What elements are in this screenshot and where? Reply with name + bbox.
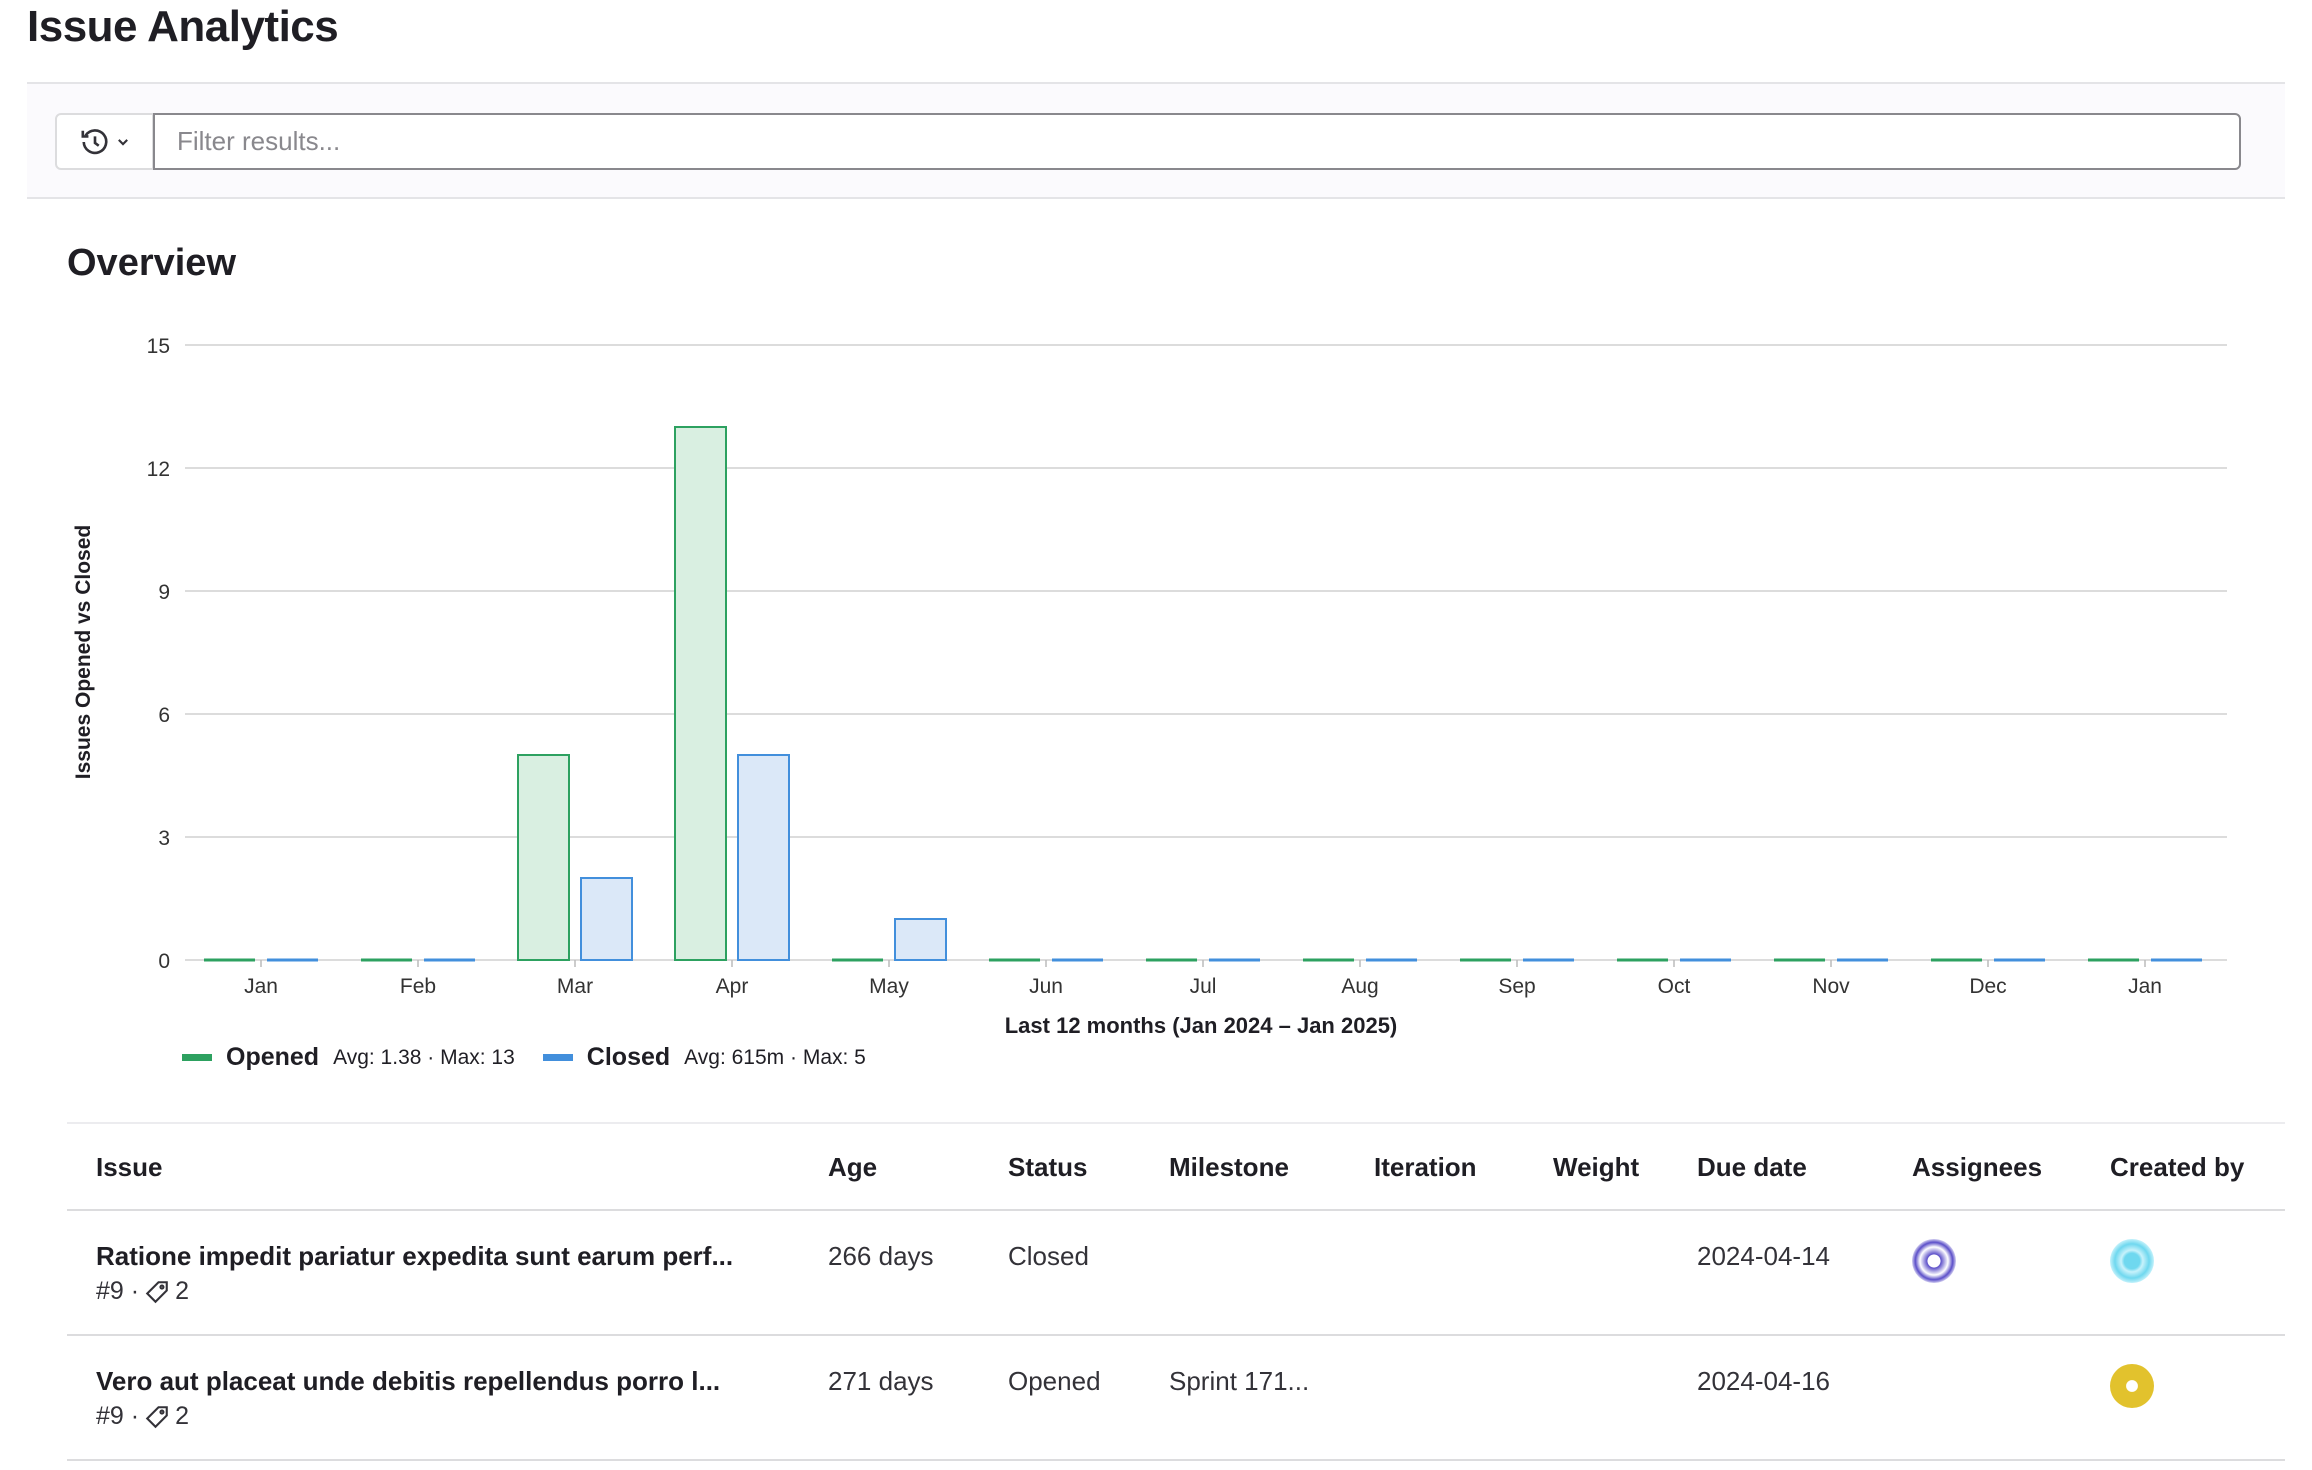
label-icon	[145, 1280, 168, 1303]
y-tick-label: 0	[158, 950, 170, 973]
bar-closed	[737, 754, 790, 961]
x-tick-label: Jan	[2128, 975, 2162, 998]
bar-closed	[894, 918, 947, 961]
milestone: Sprint 171...	[1169, 1366, 1310, 1396]
overview-heading: Overview	[67, 242, 236, 284]
legend-swatch-closed	[542, 1054, 573, 1061]
x-tick-label: Sep	[1498, 975, 1535, 998]
status: Opened	[1008, 1366, 1101, 1396]
legend-name[interactable]: Opened	[226, 1043, 320, 1071]
x-tick-label: Feb	[400, 975, 436, 998]
col-issue: Issue	[96, 1152, 163, 1182]
legend-swatch-opened	[182, 1054, 212, 1061]
x-tick-label: Jul	[1190, 975, 1217, 998]
y-tick-label: 12	[147, 458, 170, 481]
legend-stats: Avg: 1.38 · Max: 13	[333, 1045, 515, 1069]
bar-opened	[674, 426, 727, 961]
col-age: Age	[828, 1152, 878, 1182]
col-assignees: Assignees	[1912, 1152, 2043, 1182]
y-tick-label: 9	[158, 581, 170, 604]
bar-closed	[580, 877, 633, 961]
label-count: 2	[175, 1277, 189, 1305]
label-icon	[145, 1405, 168, 1428]
table-row: Ratione impedit pariatur expedita sunt e…	[67, 1211, 2285, 1336]
chart-legend: Opened Avg: 1.38 · Max: 13 Closed Avg: 6…	[182, 1043, 894, 1072]
bar-opened	[517, 754, 570, 961]
issue-ref: #9 ·	[96, 1277, 140, 1305]
x-tick-label: Mar	[557, 975, 593, 998]
author-avatar[interactable]	[2110, 1239, 2154, 1283]
age: 266 days	[828, 1241, 934, 1271]
col-status: Status	[1008, 1152, 1088, 1182]
author-avatar[interactable]	[2110, 1364, 2154, 1408]
issue-title-link[interactable]: Ratione impedit pariatur expedita sunt e…	[96, 1241, 734, 1271]
age: 271 days	[828, 1366, 934, 1396]
col-iteration: Iteration	[1374, 1152, 1477, 1182]
x-tick-label: Jun	[1029, 975, 1063, 998]
assignee-avatar[interactable]	[1912, 1239, 1956, 1283]
col-created-by: Created by	[2110, 1152, 2245, 1182]
table-header: Issue Age Status Milestone Iteration Wei…	[67, 1124, 2285, 1211]
issue-title-link[interactable]: Vero aut placeat unde debitis repellendu…	[96, 1366, 721, 1396]
x-tick-label: Apr	[716, 975, 749, 998]
y-axis-title: Issues Opened vs Closed	[72, 525, 95, 779]
due-date: 2024-04-14	[1697, 1241, 1830, 1271]
table-row: Vero aut placeat unde debitis repellendu…	[67, 1336, 2285, 1461]
x-tick-label: Jan	[244, 975, 278, 998]
issues-table: Issue Age Status Milestone Iteration Wei…	[67, 1122, 2285, 1461]
history-icon	[81, 128, 108, 154]
y-tick-label: 6	[158, 704, 170, 727]
filter-input[interactable]	[153, 113, 2241, 170]
legend-name[interactable]: Closed	[586, 1043, 671, 1071]
recent-searches-button[interactable]	[55, 113, 154, 170]
y-tick-label: 15	[147, 335, 170, 358]
x-tick-label: Oct	[1658, 975, 1691, 998]
due-date: 2024-04-16	[1697, 1366, 1830, 1396]
col-milestone: Milestone	[1169, 1152, 1289, 1182]
chevron-down-icon	[117, 138, 128, 146]
col-weight: Weight	[1553, 1152, 1640, 1182]
page-title: Issue Analytics	[27, 2, 339, 51]
col-due-date: Due date	[1697, 1152, 1807, 1182]
x-tick-label: May	[869, 975, 909, 998]
x-tick-label: Dec	[1969, 975, 2006, 998]
label-count: 2	[175, 1402, 189, 1430]
x-tick-label: Aug	[1341, 975, 1378, 998]
issues-chart: 0 3 6 9 12 15 Jan Feb Mar Apr May Jun Jul Aug Sep Oct No…	[72, 335, 2227, 1038]
x-axis-title: Last 12 months (Jan 2024 – Jan 2025)	[1005, 1013, 1398, 1038]
status: Closed	[1008, 1241, 1089, 1271]
x-tick-label: Nov	[1812, 975, 1850, 998]
legend-stats: Avg: 615m · Max: 5	[684, 1045, 866, 1069]
issue-ref: #9 ·	[96, 1402, 140, 1430]
y-tick-label: 3	[158, 827, 170, 850]
